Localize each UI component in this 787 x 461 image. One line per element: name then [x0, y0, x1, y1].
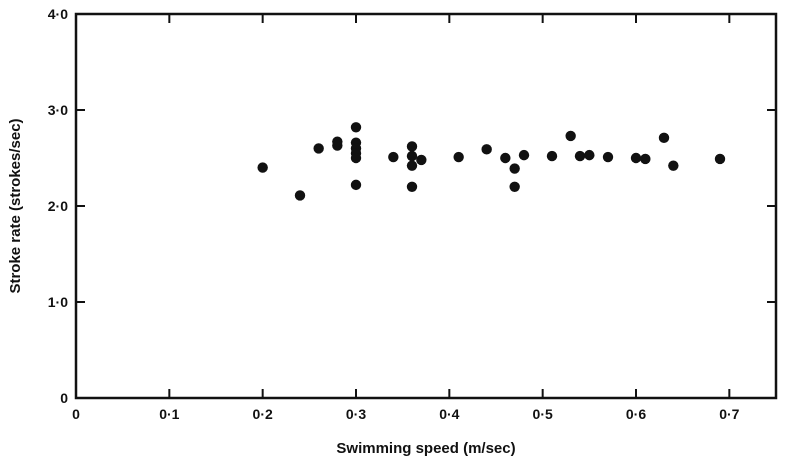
y-axis-title: Stroke rate (strokes/sec): [7, 118, 24, 293]
data-point: [500, 152, 511, 164]
data-point: [313, 143, 324, 154]
x-tick-label: 0: [72, 406, 80, 422]
data-point: [257, 162, 268, 173]
data-point: [509, 163, 520, 174]
y-tick-label: 3·0: [48, 102, 68, 118]
data-point: [714, 153, 726, 165]
data-point: [406, 150, 418, 162]
data-point: [350, 179, 362, 191]
x-tick-label: 0·2: [253, 406, 273, 422]
data-point: [509, 181, 520, 192]
x-tick-label: 0·5: [533, 406, 553, 422]
data-point: [668, 160, 679, 171]
x-tick-label: 0·7: [719, 406, 739, 422]
data-point: [350, 152, 362, 164]
data-point: [332, 136, 343, 147]
data-point: [350, 122, 362, 133]
x-tick-label: 0·1: [159, 406, 179, 422]
data-point: [574, 150, 586, 162]
data-point: [294, 190, 306, 201]
y-tick-label: 2·0: [48, 198, 68, 214]
plot-frame: [74, 12, 778, 400]
data-point: [481, 144, 492, 155]
y-tick-labels: 0 1·0 2·0 3·0 4·0: [48, 6, 68, 406]
data-points: [257, 122, 726, 201]
data-point: [416, 154, 427, 166]
data-point: [640, 153, 651, 165]
data-point: [406, 141, 418, 152]
data-point: [546, 150, 558, 162]
x-axis-title: Swimming speed (m/sec): [336, 440, 515, 457]
data-point: [584, 149, 595, 161]
data-point: [658, 132, 670, 144]
data-point: [388, 151, 399, 163]
data-point: [630, 152, 642, 164]
data-point: [406, 181, 418, 192]
y-tick-label: 4·0: [48, 6, 68, 22]
axis-ticks: [75, 13, 776, 399]
data-point: [518, 149, 530, 161]
x-tick-label: 0·3: [346, 406, 366, 422]
data-point: [602, 151, 614, 163]
data-point: [406, 160, 418, 171]
y-tick-label: 0: [60, 390, 68, 406]
x-tick-labels: 0 0·1 0·2 0·3 0·4 0·5 0·6 0·7: [72, 406, 740, 422]
x-tick-label: 0·6: [626, 406, 646, 422]
x-tick-label: 0·4: [439, 406, 459, 422]
y-tick-label: 1·0: [48, 294, 68, 310]
data-point: [565, 130, 576, 142]
data-point: [453, 151, 464, 163]
